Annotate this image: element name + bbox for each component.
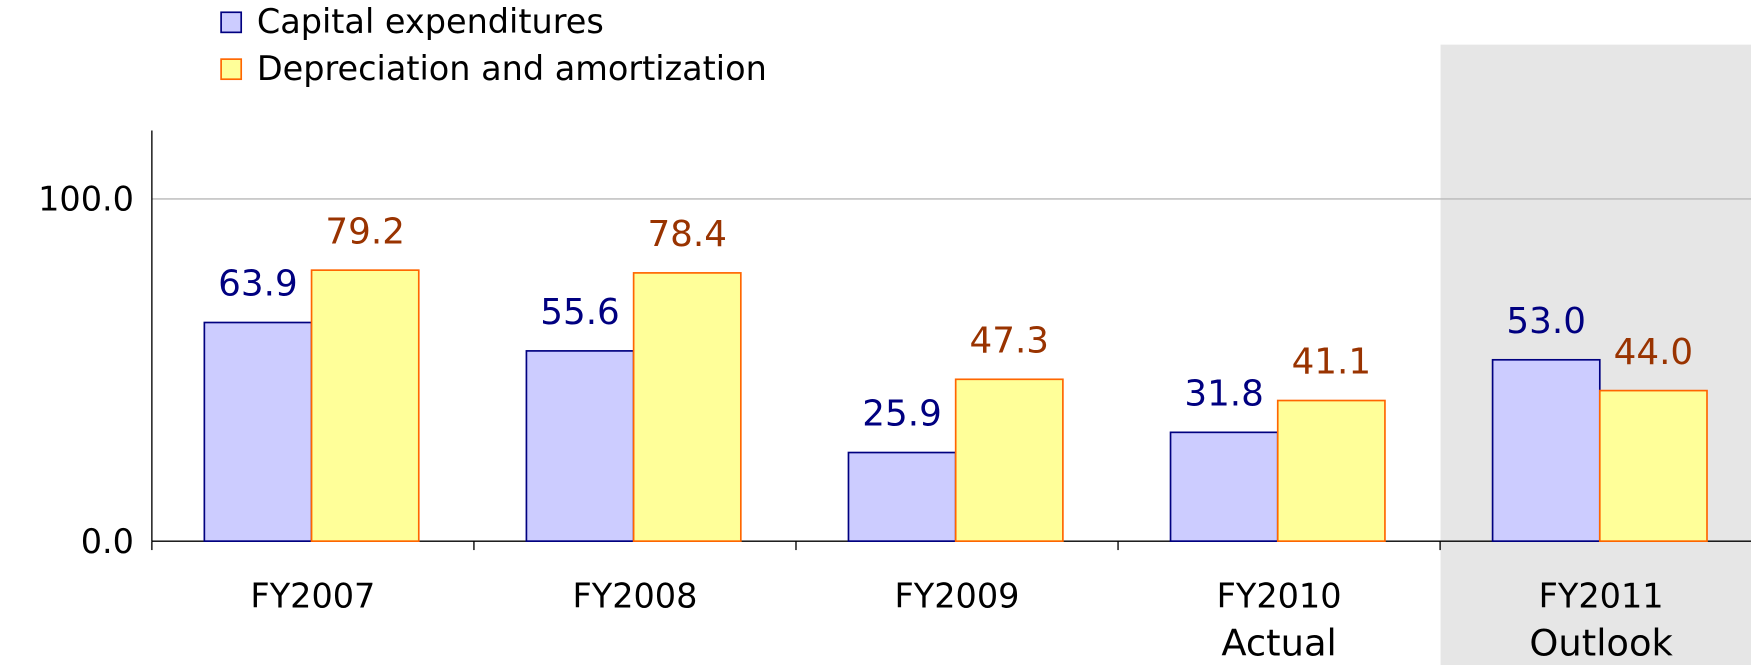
data-label: 53.0	[1506, 301, 1586, 342]
data-label: 55.6	[540, 292, 620, 333]
bar	[203, 321, 313, 542]
bar	[1276, 399, 1386, 542]
legend-swatch	[220, 11, 243, 34]
legend-label: Capital expenditures	[257, 2, 604, 41]
y-tick-label: 0.0	[81, 522, 134, 561]
data-label: 31.8	[1184, 374, 1264, 415]
bar	[1491, 358, 1601, 542]
data-label: 44.0	[1614, 332, 1694, 373]
x-tick-label: FY2008	[572, 577, 697, 616]
x-tick-label: FY2010	[1217, 577, 1342, 616]
data-label: 78.4	[647, 214, 727, 255]
x-tick-sublabel: Actual	[1221, 621, 1336, 664]
legend-label: Depreciation and amortization	[257, 49, 767, 88]
data-label: 47.3	[970, 320, 1050, 361]
data-label: 63.9	[218, 264, 298, 305]
outlook-shading	[1440, 44, 1751, 665]
bar	[310, 269, 420, 542]
x-tick-sublabel: Outlook	[1529, 621, 1673, 664]
x-tick-label: FY2007	[250, 577, 375, 616]
bar	[954, 378, 1064, 542]
x-tick-label: FY2009	[895, 577, 1020, 616]
bar	[525, 350, 635, 542]
x-tick-label: FY2011	[1539, 577, 1664, 616]
bar	[1598, 389, 1708, 542]
data-label: 25.9	[862, 394, 942, 435]
y-tick-label: 100.0	[38, 180, 134, 219]
bar	[847, 451, 957, 542]
data-label: 79.2	[325, 211, 405, 252]
data-label: 41.1	[1292, 342, 1372, 383]
legend-swatch	[220, 58, 243, 81]
bar	[632, 272, 742, 542]
bar	[1169, 431, 1279, 542]
